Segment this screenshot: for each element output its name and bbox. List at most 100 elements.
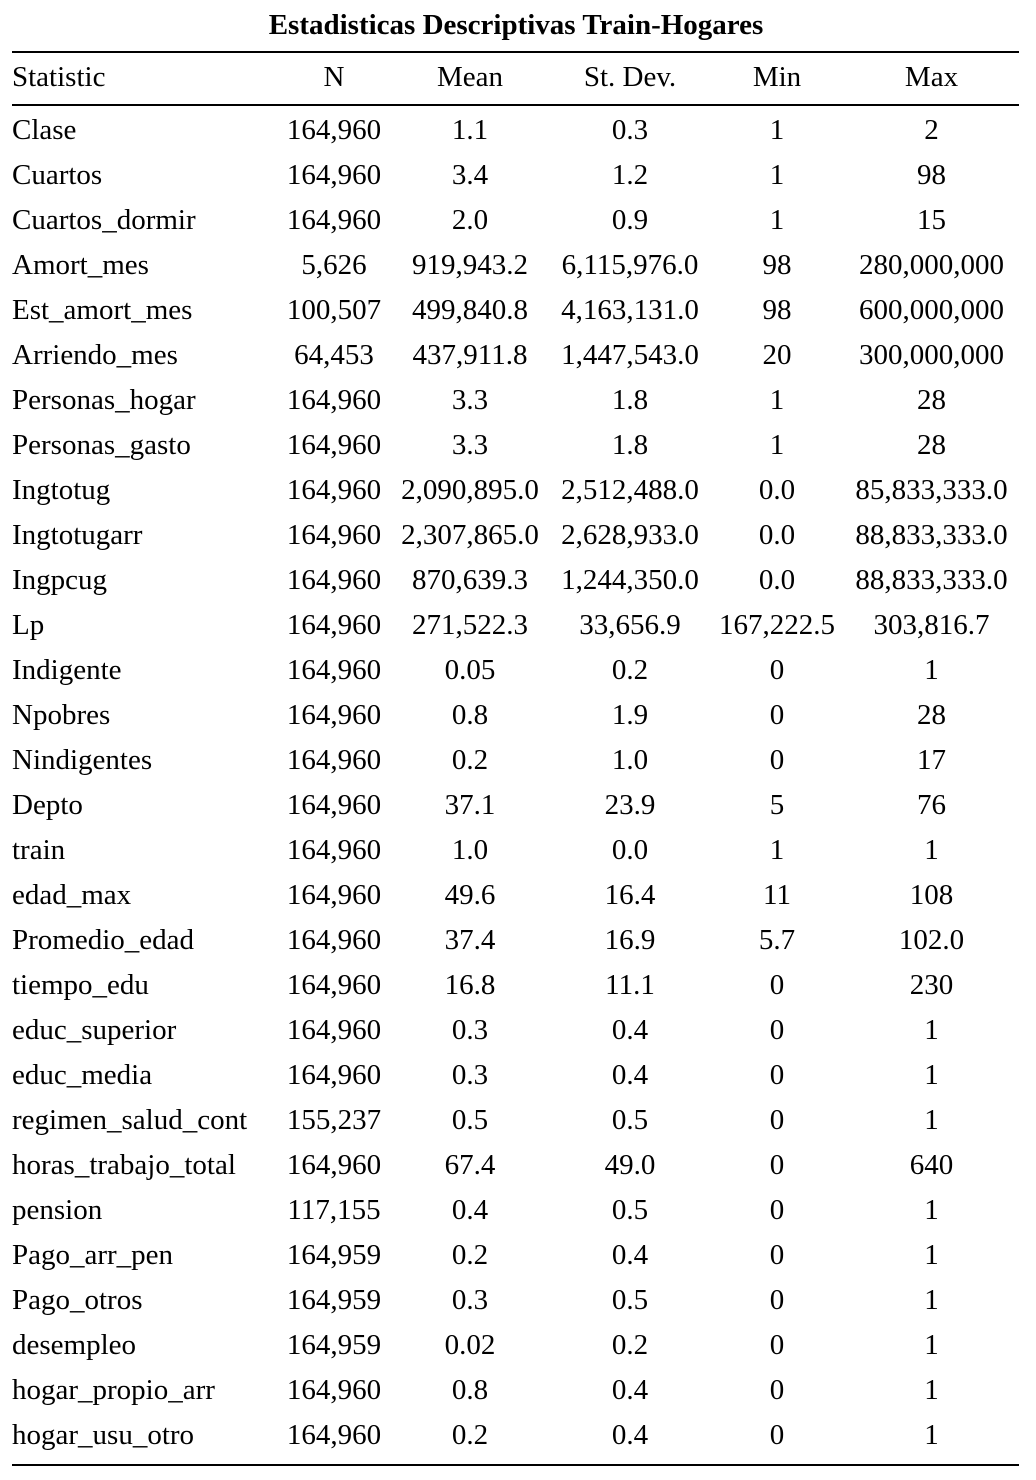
cell-n: 164,960 — [286, 1059, 382, 1091]
table-row: train 164,960 1.0 0.0 1 1 — [12, 828, 1019, 873]
column-header-max: Max — [904, 61, 959, 93]
cell-max: 1 — [924, 1329, 939, 1361]
cell-min: 98 — [762, 249, 792, 281]
cell-mean: 0.5 — [451, 1104, 489, 1136]
cell-mean: 0.2 — [451, 1239, 489, 1271]
cell-st-dev: 0.5 — [611, 1104, 649, 1136]
cell-n: 164,960 — [286, 969, 382, 1001]
cell-min: 0.0 — [758, 519, 796, 551]
cell-n: 164,960 — [286, 114, 382, 146]
table-row: Pago_otros 164,959 0.3 0.5 0 1 — [12, 1278, 1019, 1323]
cell-min: 0 — [769, 1419, 785, 1451]
cell-statistic: Clase — [12, 114, 77, 146]
table-row: Personas_hogar 164,960 3.3 1.8 1 28 — [12, 378, 1019, 423]
table-row: Depto 164,960 37.1 23.9 5 76 — [12, 783, 1019, 828]
cell-mean: 1.0 — [451, 834, 489, 866]
table-row: Promedio_edad 164,960 37.4 16.9 5.7 102.0 — [12, 918, 1019, 963]
cell-min: 5.7 — [758, 924, 796, 956]
cell-st-dev: 0.5 — [611, 1194, 649, 1226]
cell-st-dev: 0.4 — [611, 1239, 649, 1271]
cell-statistic: Ingtotug — [12, 474, 111, 506]
cell-max: 280,000,000 — [859, 249, 1004, 281]
cell-statistic: Npobres — [12, 699, 111, 731]
table-row: hogar_propio_arr 164,960 0.8 0.4 0 1 — [12, 1368, 1019, 1413]
cell-statistic: Arriendo_mes — [12, 339, 178, 371]
cell-mean: 0.2 — [451, 1419, 489, 1451]
cell-n: 164,959 — [286, 1239, 382, 1271]
cell-mean: 919,943.2 — [412, 249, 528, 281]
cell-mean: 0.3 — [451, 1284, 489, 1316]
table-row: pension 117,155 0.4 0.5 0 1 — [12, 1188, 1019, 1233]
cell-n: 164,960 — [286, 834, 382, 866]
table-row: Arriendo_mes 64,453 437,911.8 1,447,543.0 20… — [12, 333, 1019, 378]
cell-st-dev: 0.3 — [611, 114, 649, 146]
table-row: Nindigentes 164,960 0.2 1.0 0 17 — [12, 738, 1019, 783]
cell-min: 0 — [769, 744, 785, 776]
cell-statistic: hogar_usu_otro — [12, 1419, 195, 1451]
table-row: Clase 164,960 1.1 0.3 1 2 — [12, 108, 1019, 153]
cell-mean: 271,522.3 — [412, 609, 528, 641]
cell-max: 108 — [909, 879, 954, 911]
cell-max: 28 — [917, 429, 946, 461]
cell-max: 76 — [917, 789, 946, 821]
cell-st-dev: 16.9 — [604, 924, 656, 956]
cell-statistic: horas_trabajo_total — [12, 1149, 236, 1181]
header-row: Statistic N Mean St. Dev. Min Max — [12, 55, 1019, 100]
cell-n: 164,960 — [286, 384, 382, 416]
statistics-table: Statistic N Mean St. Dev. Min Max Clase 1… — [12, 55, 1019, 1464]
cell-statistic: Pago_arr_pen — [12, 1239, 174, 1271]
cell-max: 1 — [924, 1194, 939, 1226]
cell-n: 117,155 — [287, 1194, 381, 1226]
cell-max: 1 — [924, 1014, 939, 1046]
cell-min: 0 — [769, 654, 785, 686]
cell-st-dev: 1.9 — [611, 699, 649, 731]
table-title: Estadisticas Descriptivas Train-Hogares — [268, 9, 764, 41]
cell-min: 0 — [769, 1014, 785, 1046]
cell-mean: 2.0 — [451, 204, 489, 236]
cell-st-dev: 1.0 — [611, 744, 649, 776]
cell-mean: 2,307,865.0 — [401, 519, 539, 551]
cell-max: 1 — [924, 1059, 939, 1091]
cell-n: 164,960 — [286, 609, 382, 641]
cell-n: 100,507 — [286, 294, 382, 326]
cell-statistic: tiempo_edu — [12, 969, 149, 1001]
cell-st-dev: 1.8 — [611, 429, 649, 461]
cell-min: 98 — [762, 294, 792, 326]
cell-max: 1 — [924, 1419, 939, 1451]
cell-statistic: Amort_mes — [12, 249, 149, 281]
cell-min: 0 — [769, 1284, 785, 1316]
cell-st-dev: 11.1 — [605, 969, 655, 1001]
cell-max: 640 — [909, 1149, 954, 1181]
cell-n: 164,960 — [286, 699, 382, 731]
cell-n: 5,626 — [301, 249, 367, 281]
cell-mean: 3.3 — [451, 429, 489, 461]
cell-statistic: Cuartos_dormir — [12, 204, 196, 236]
cell-mean: 870,639.3 — [412, 564, 528, 596]
cell-max: 28 — [917, 699, 946, 731]
cell-statistic: Ingpcug — [12, 564, 108, 596]
cell-st-dev: 6,115,976.0 — [561, 249, 699, 281]
cell-min: 11 — [763, 879, 791, 911]
table-row: regimen_salud_cont 155,237 0.5 0.5 0 1 — [12, 1098, 1019, 1143]
cell-st-dev: 23.9 — [604, 789, 656, 821]
cell-mean: 49.6 — [444, 879, 496, 911]
cell-max: 17 — [917, 744, 946, 776]
header-rule — [12, 104, 1019, 106]
cell-max: 1 — [924, 1104, 939, 1136]
cell-st-dev: 0.0 — [611, 834, 649, 866]
table-row: horas_trabajo_total 164,960 67.4 49.0 0 640 — [12, 1143, 1019, 1188]
table-row: Cuartos_dormir 164,960 2.0 0.9 1 15 — [12, 198, 1019, 243]
cell-n: 164,960 — [286, 564, 382, 596]
cell-min: 0 — [769, 1194, 785, 1226]
table-row: educ_superior 164,960 0.3 0.4 0 1 — [12, 1008, 1019, 1053]
cell-statistic: pension — [12, 1194, 103, 1226]
table-row: educ_media 164,960 0.3 0.4 0 1 — [12, 1053, 1019, 1098]
cell-statistic: Lp — [12, 609, 45, 641]
cell-mean: 1.1 — [451, 114, 489, 146]
cell-mean: 0.2 — [451, 744, 489, 776]
cell-min: 0.0 — [758, 564, 796, 596]
top-rule — [12, 51, 1019, 53]
cell-n: 164,960 — [286, 1419, 382, 1451]
cell-mean: 437,911.8 — [412, 339, 528, 371]
cell-n: 164,960 — [286, 924, 382, 956]
